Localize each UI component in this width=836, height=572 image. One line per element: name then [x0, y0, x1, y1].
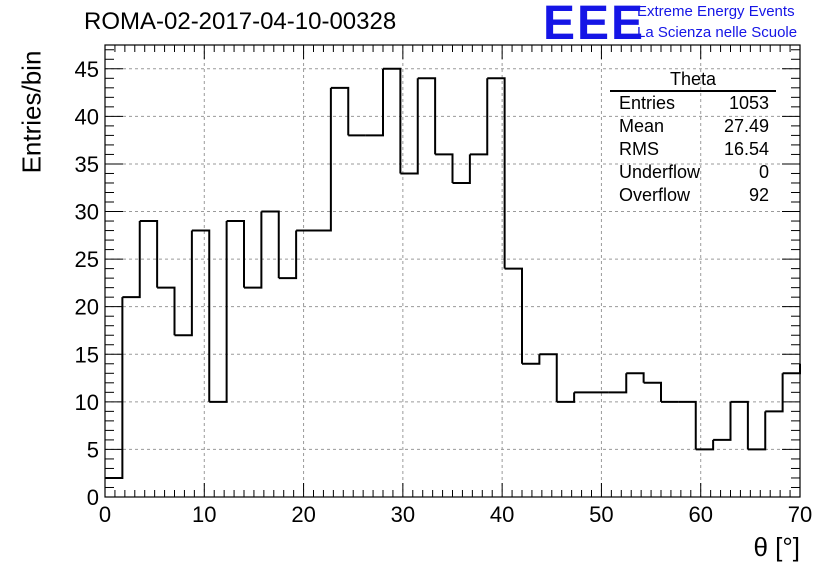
y-tick-label: 45 — [75, 57, 99, 82]
histogram-bin — [313, 87, 332, 232]
stats-row-mean: Mean 27.49 — [610, 115, 776, 138]
histogram-bin — [730, 400, 749, 450]
histogram-bin — [608, 373, 628, 394]
histogram-bin — [244, 211, 263, 289]
histogram-bin — [435, 153, 454, 183]
histogram-bin — [643, 381, 662, 402]
x-tick-label: 70 — [788, 502, 812, 527]
y-axis-label: Entries/bin — [16, 50, 47, 174]
histogram-bin — [209, 221, 228, 403]
y-tick-label: 25 — [75, 247, 99, 272]
histogram-series — [105, 67, 801, 479]
histogram-bin — [678, 400, 697, 450]
x-tick-label: 0 — [99, 502, 111, 527]
stats-value: 1053 — [728, 93, 769, 113]
histogram-bin — [400, 78, 419, 175]
x-tick-label: 30 — [391, 502, 415, 527]
stats-label: RMS — [619, 139, 659, 159]
y-tick-label: 20 — [75, 295, 99, 320]
histogram-bin — [539, 353, 558, 402]
x-axis-label: θ [°] — [753, 532, 800, 562]
stats-value: 0 — [758, 162, 769, 182]
y-tick-label: 0 — [87, 485, 99, 510]
chart-title: ROMA-02-2017-04-10-00328 — [84, 8, 397, 35]
stats-label: Overflow — [619, 185, 691, 205]
histogram-bin — [157, 286, 176, 336]
y-tick-label: 35 — [75, 152, 99, 177]
stats-value: 16.54 — [723, 139, 769, 159]
histogram-bin — [261, 210, 280, 279]
histogram-bin — [504, 267, 523, 364]
x-tick-label: 50 — [589, 502, 613, 527]
eee-logo-mark: EEE — [543, 0, 646, 50]
x-tick-label: 60 — [688, 502, 712, 527]
y-tick-label: 10 — [75, 390, 99, 415]
histogram-bin — [747, 411, 767, 451]
stats-label: Underflow — [619, 162, 701, 182]
stats-value: 92 — [748, 185, 769, 205]
stats-label: Mean — [619, 116, 665, 136]
histogram-bin — [226, 220, 245, 288]
histogram-bin — [174, 230, 193, 337]
histogram-bin — [765, 373, 784, 413]
stats-row-overflow: Overflow 92 — [610, 184, 776, 207]
histogram-bin — [522, 354, 541, 365]
stats-row-underflow: Underflow 0 — [610, 161, 776, 184]
histogram-bin — [122, 221, 141, 299]
x-tick-label: 10 — [192, 502, 216, 527]
y-tick-label: 40 — [75, 104, 99, 129]
eee-logo-line1: Extreme Energy Events — [637, 3, 795, 20]
stats-row-entries: Entries 1053 — [610, 92, 776, 115]
histogram-bin — [556, 392, 576, 403]
y-tick-label: 15 — [75, 342, 99, 367]
histogram-bin — [487, 77, 506, 269]
histogram-bin — [365, 68, 384, 137]
y-tick-label: 5 — [87, 437, 99, 462]
histogram-bin — [417, 77, 437, 155]
histogram-bin — [782, 363, 801, 375]
x-tick-label: 40 — [490, 502, 514, 527]
histogram-bin — [713, 401, 732, 441]
axes — [104, 44, 801, 498]
histogram-bin — [330, 86, 350, 136]
stats-title: Theta — [610, 68, 776, 92]
stats-box: Theta Entries 1053 Mean 27.49 RMS 16.54 … — [610, 68, 776, 207]
histogram-bin — [191, 229, 211, 402]
tick-labels: 0 10 20 30 40 50 60 70 0 5 10 15 20 25 30 35 40 45 — [75, 57, 813, 527]
eee-logo-line2: La Scienza nelle Scuole — [637, 24, 798, 41]
histogram-bin — [383, 67, 402, 174]
histogram-bin — [469, 78, 489, 156]
stats-label: Entries — [619, 93, 676, 113]
stats-value: 27.49 — [723, 116, 769, 136]
histogram-bin — [278, 230, 298, 280]
histogram-bin — [626, 372, 645, 383]
stats-row-rms: RMS 16.54 — [610, 138, 776, 161]
histogram-bin — [139, 220, 159, 288]
histogram-bin — [452, 154, 471, 184]
histogram-bin — [695, 439, 715, 451]
y-tick-label: 30 — [75, 200, 99, 225]
histogram-bin — [105, 297, 124, 479]
x-tick-label: 20 — [291, 502, 315, 527]
